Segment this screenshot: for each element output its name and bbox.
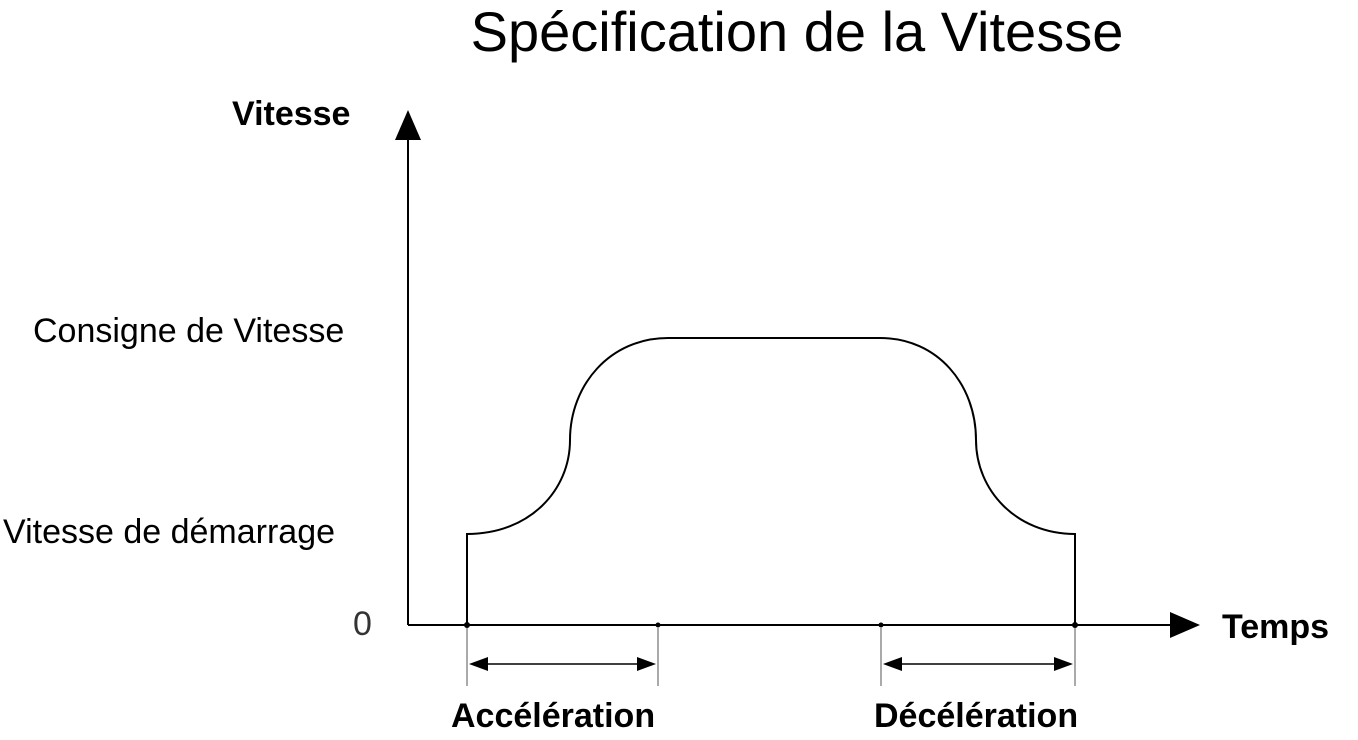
diagram-title: Spécification de la Vitesse [470, 0, 1124, 63]
arrow-left-icon [469, 657, 488, 671]
start-speed-label: Vitesse de démarrage [3, 513, 336, 551]
acceleration-label: Accélération [451, 697, 656, 735]
x-axis-label: Temps [1222, 608, 1330, 646]
arrow-right-icon [637, 657, 656, 671]
x-axis-arrow-icon [1170, 612, 1200, 638]
deceleration-label: Décélération [874, 697, 1079, 735]
speed-profile-curve [466, 337, 1076, 625]
tick-mark [1072, 622, 1078, 628]
tick-mark [655, 622, 661, 628]
tick-mark [878, 622, 884, 628]
zero-label: 0 [353, 605, 372, 643]
y-axis-label: Vitesse [232, 95, 351, 133]
target-speed-label: Consigne de Vitesse [33, 312, 345, 350]
y-axis-arrow-icon [395, 110, 421, 140]
arrow-left-icon [883, 657, 902, 671]
tick-mark [464, 622, 470, 628]
arrow-right-icon [1054, 657, 1073, 671]
